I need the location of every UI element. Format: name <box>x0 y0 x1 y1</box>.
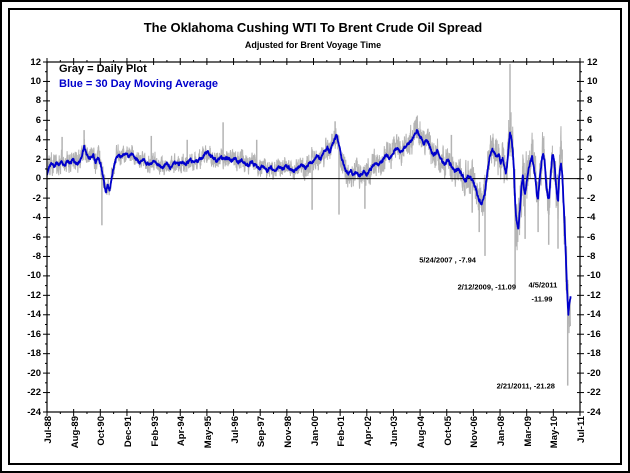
y-axis-tick-label-right: -22 <box>587 387 601 399</box>
annotation: -11.99 <box>531 294 553 304</box>
annotation: 2/21/2011, -21.28 <box>496 381 555 391</box>
x-axis-tick-label: Feb-01 <box>336 416 348 447</box>
y-axis-tick-label-right: -20 <box>587 367 601 379</box>
x-axis-tick-label: Nov-98 <box>282 416 294 448</box>
x-axis-tick-label: Jul-11 <box>576 416 587 443</box>
annotation: 5/24/2007 , -7.94 <box>419 255 476 265</box>
y-axis-tick-label-left: 12 <box>30 56 41 68</box>
y-axis-tick-label-right: -10 <box>587 270 601 282</box>
y-axis-tick-label-right: 8 <box>587 95 593 107</box>
legend-daily-label: Gray = Daily Plot <box>59 63 147 75</box>
y-axis-tick-label-right: -12 <box>587 289 601 301</box>
annotation: 4/5/2011 <box>528 280 558 290</box>
y-axis-tick-label-left: 4 <box>35 134 41 146</box>
x-axis-tick-label: Sep-97 <box>256 416 268 448</box>
y-axis-tick-label-left: -22 <box>27 387 41 399</box>
y-axis-tick-label-left: 0 <box>35 173 41 185</box>
y-axis-tick-label-left: -14 <box>27 309 41 321</box>
y-axis-tick-label-right: 10 <box>587 75 598 87</box>
y-axis-tick-label-right: -18 <box>587 348 601 360</box>
y-axis-tick-label-left: -20 <box>27 367 41 379</box>
x-axis-tick-label: Apr-02 <box>362 416 374 447</box>
y-axis-tick-label-left: 6 <box>35 114 41 126</box>
x-axis-tick-label: Aug-89 <box>69 416 81 449</box>
y-axis-tick-label-left: -18 <box>27 348 41 360</box>
annotation: 2/12/2009, -11.09 <box>457 282 517 292</box>
legend-ma-label: Blue = 30 Day Moving Average <box>59 78 219 90</box>
x-axis-tick-label: May-10 <box>549 416 561 449</box>
y-axis-tick-label-left: -12 <box>27 289 41 301</box>
x-axis-tick-label: Jun-03 <box>389 416 401 447</box>
x-axis-tick-label: Aug-04 <box>416 416 428 449</box>
chart-inner-frame <box>8 8 622 465</box>
y-axis-tick-label-right: -4 <box>587 212 596 224</box>
y-axis-tick-label-right: 0 <box>587 173 593 185</box>
y-axis-tick-label-right: 4 <box>587 134 593 146</box>
x-axis-tick-label: Jan-00 <box>309 416 321 447</box>
y-axis-tick-label-right: -2 <box>587 192 596 204</box>
y-axis-tick-label-right: 12 <box>587 56 598 68</box>
chart-subtitle: Adjusted for Brent Voyage Time <box>244 40 382 50</box>
y-axis-tick-label-right: -16 <box>587 328 601 340</box>
y-axis-tick-label-left: -16 <box>27 328 41 340</box>
x-axis-tick-label: Jul-88 <box>43 416 54 444</box>
y-axis-tick-label-right: -6 <box>587 231 596 243</box>
y-axis-tick-label-left: -4 <box>32 212 41 224</box>
x-axis-tick-label: Apr-94 <box>176 416 188 447</box>
x-axis-tick-label: Jan-08 <box>496 416 508 447</box>
chart-title: The Oklahoma Cushing WTI To Brent Crude … <box>143 20 483 35</box>
y-axis-tick-label-left: -2 <box>32 192 41 204</box>
y-axis-tick-label-right: 6 <box>587 114 593 126</box>
y-axis-tick-label-left: 2 <box>35 153 41 165</box>
y-axis-tick-label-left: -8 <box>32 250 41 262</box>
x-axis-tick-label: Dec-91 <box>122 416 134 448</box>
y-axis-tick-label-left: -24 <box>27 406 41 418</box>
x-axis-tick-label: Feb-93 <box>149 416 161 447</box>
y-axis-tick-label-right: -14 <box>587 309 601 321</box>
y-axis-tick-label-right: 2 <box>587 153 593 165</box>
y-axis-tick-label-left: -6 <box>32 231 41 243</box>
y-axis-tick-label-left: 8 <box>35 95 41 107</box>
x-axis-tick-label: Mar-09 <box>522 416 534 447</box>
x-axis-tick-label: Nov-06 <box>469 416 481 448</box>
y-axis-tick-label-right: -8 <box>587 250 596 262</box>
x-axis-tick-label: Oct-90 <box>96 416 108 446</box>
y-axis-tick-label-left: 10 <box>30 75 41 87</box>
x-axis-tick-label: May-95 <box>202 416 214 449</box>
y-axis-tick-label-left: -10 <box>27 270 41 282</box>
x-axis-tick-label: Jul-96 <box>229 416 241 444</box>
x-axis-tick-label: Oct-05 <box>442 416 454 446</box>
y-axis-tick-label-right: -24 <box>587 406 601 418</box>
